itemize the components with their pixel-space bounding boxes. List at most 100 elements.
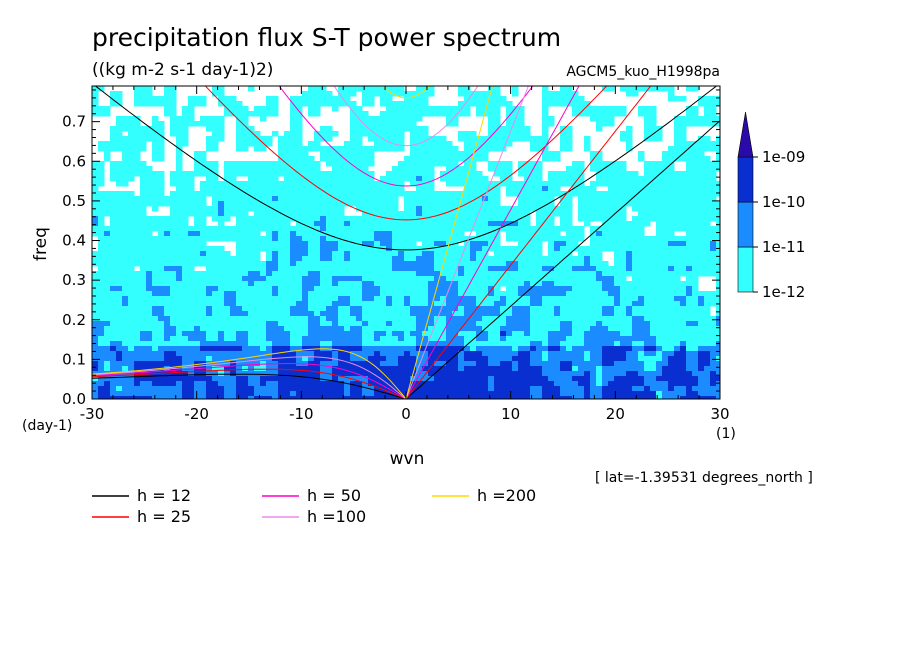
field-cell — [368, 226, 375, 232]
field-cell — [686, 86, 693, 92]
field-cell — [398, 311, 405, 317]
field-cell — [176, 211, 183, 217]
field-cell — [644, 311, 651, 317]
field-cell — [404, 221, 411, 227]
field-cell — [116, 276, 123, 282]
field-cell — [710, 251, 717, 257]
field-cell — [464, 211, 471, 217]
field-cell — [296, 236, 303, 242]
field-cell — [176, 296, 183, 302]
field-cell — [428, 321, 435, 327]
field-cell — [488, 271, 495, 277]
field-cell — [560, 266, 567, 272]
field-cell — [386, 126, 393, 132]
field-cell — [380, 316, 387, 322]
field-cell — [710, 201, 717, 207]
field-cell — [140, 281, 147, 287]
field-cell — [116, 296, 123, 302]
field-cell — [632, 171, 639, 177]
field-cell — [554, 246, 561, 252]
field-cell — [440, 176, 447, 182]
field-cell — [470, 186, 477, 192]
field-cell — [422, 151, 429, 157]
field-cell — [380, 131, 387, 137]
field-cell — [548, 101, 555, 107]
field-cell — [278, 356, 285, 362]
field-cell — [248, 226, 255, 232]
field-cell — [488, 196, 495, 202]
field-cell — [170, 181, 177, 187]
field-cell — [320, 266, 327, 272]
field-cell — [230, 336, 237, 342]
field-cell — [314, 246, 321, 252]
field-cell — [710, 171, 717, 177]
field-cell — [548, 351, 555, 357]
field-cell — [362, 151, 369, 157]
field-cell — [302, 271, 309, 277]
field-cell — [644, 271, 651, 277]
field-cell — [224, 111, 231, 117]
field-cell — [584, 106, 591, 112]
field-cell — [374, 246, 381, 252]
field-cell — [356, 306, 363, 312]
field-cell — [248, 341, 255, 347]
field-cell — [530, 351, 537, 357]
field-cell — [278, 166, 285, 172]
field-cell — [116, 291, 123, 297]
field-cell — [194, 156, 201, 162]
field-cell — [572, 341, 579, 347]
field-cell — [158, 126, 165, 132]
field-cell — [536, 346, 543, 352]
field-cell — [590, 161, 597, 167]
field-cell — [242, 351, 249, 357]
field-cell — [416, 261, 423, 267]
field-cell — [590, 166, 597, 172]
field-cell — [626, 316, 633, 322]
field-cell — [314, 146, 321, 152]
field-cell — [656, 316, 663, 322]
field-cell — [584, 336, 591, 342]
field-cell — [416, 286, 423, 292]
field-cell — [536, 356, 543, 362]
field-cell — [296, 196, 303, 202]
field-cell — [194, 261, 201, 267]
field-cell — [218, 196, 225, 202]
field-cell — [146, 356, 153, 362]
field-cell — [152, 331, 159, 337]
field-cell — [194, 276, 201, 282]
field-cell — [452, 196, 459, 202]
field-cell — [518, 246, 525, 252]
field-cell — [122, 191, 129, 197]
field-cell — [680, 246, 687, 252]
field-cell — [92, 291, 99, 297]
field-cell — [548, 346, 555, 352]
field-cell — [524, 301, 531, 307]
field-cell — [482, 256, 489, 262]
field-cell — [188, 296, 195, 302]
field-cell — [686, 351, 693, 357]
field-cell — [218, 271, 225, 277]
field-cell — [302, 91, 309, 97]
field-cell — [404, 251, 411, 257]
field-cell — [368, 126, 375, 132]
field-cell — [122, 256, 129, 262]
field-cell — [662, 176, 669, 182]
field-cell — [644, 336, 651, 342]
field-cell — [482, 346, 489, 352]
field-cell — [122, 296, 129, 302]
field-cell — [254, 276, 261, 282]
field-cell — [218, 326, 225, 332]
field-cell — [512, 216, 519, 222]
field-cell — [104, 366, 111, 372]
field-cell — [554, 306, 561, 312]
field-cell — [530, 326, 537, 332]
field-cell — [224, 236, 231, 242]
field-cell — [554, 156, 561, 162]
field-cell — [302, 101, 309, 107]
field-cell — [368, 246, 375, 252]
field-cell — [584, 136, 591, 142]
field-cell — [416, 251, 423, 257]
field-cell — [704, 166, 711, 172]
field-cell — [554, 361, 561, 367]
field-cell — [530, 321, 537, 327]
